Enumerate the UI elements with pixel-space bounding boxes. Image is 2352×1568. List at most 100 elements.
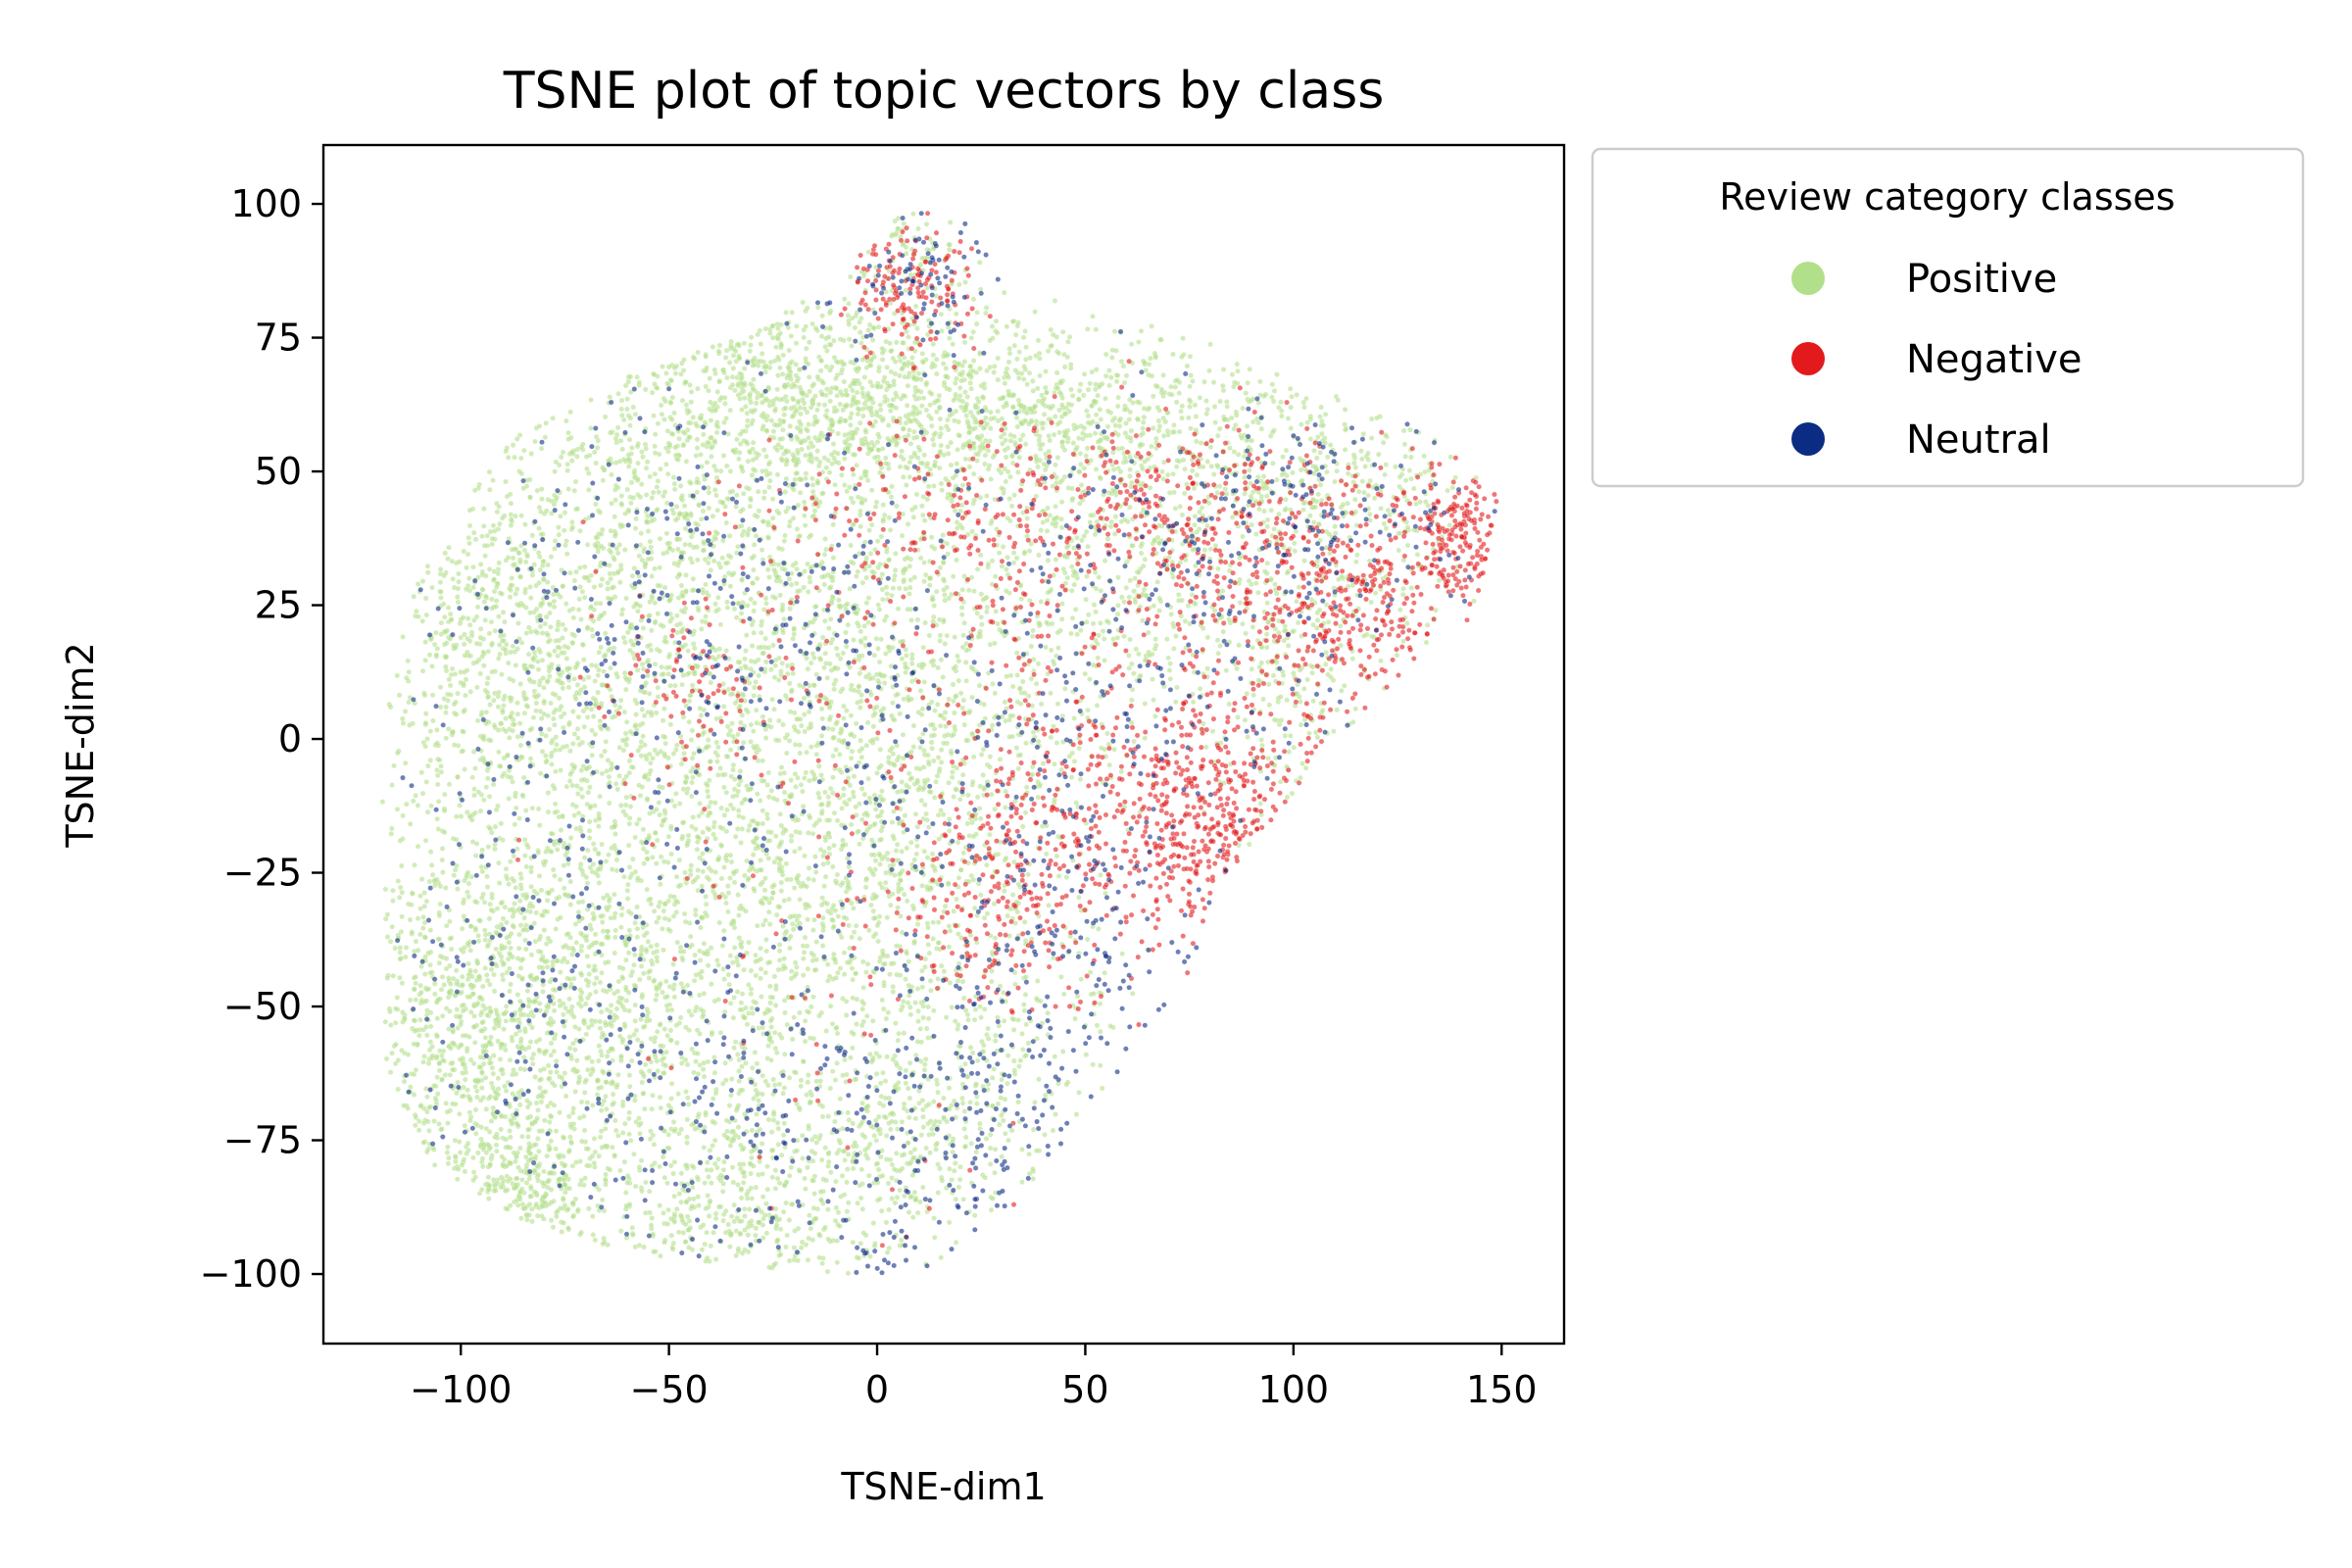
point-positive: [918, 798, 925, 804]
point-positive: [535, 1107, 541, 1113]
point-positive: [744, 410, 751, 416]
point-positive: [522, 559, 529, 565]
point-positive: [437, 684, 444, 691]
point-positive: [876, 364, 882, 370]
point-positive: [923, 407, 930, 414]
point-positive: [844, 601, 851, 607]
point-positive: [1017, 436, 1023, 443]
point-positive: [440, 1048, 447, 1054]
point-positive: [814, 480, 821, 486]
point-positive: [882, 455, 889, 462]
point-positive: [647, 810, 653, 816]
point-positive: [615, 1071, 621, 1078]
point-positive: [437, 566, 444, 572]
point-positive: [481, 899, 488, 906]
point-positive: [459, 925, 466, 932]
point-positive: [512, 1017, 518, 1023]
point-positive: [447, 1072, 454, 1078]
point-positive: [568, 1004, 575, 1010]
point-positive: [510, 922, 516, 929]
point-positive: [537, 649, 544, 656]
point-positive: [528, 952, 535, 958]
point-positive: [816, 437, 823, 443]
point-positive: [396, 692, 403, 699]
point-positive: [803, 452, 808, 459]
point-positive: [816, 459, 823, 466]
point-positive: [471, 1040, 478, 1046]
point-positive: [699, 626, 705, 632]
point-positive: [520, 485, 527, 492]
point-positive: [450, 1029, 457, 1035]
point-positive: [547, 978, 554, 985]
point-positive: [493, 598, 500, 604]
point-positive: [642, 441, 649, 448]
point-positive: [612, 891, 617, 898]
point-positive: [612, 1117, 618, 1124]
point-positive: [748, 399, 754, 406]
point-positive: [387, 1069, 394, 1075]
point-positive: [621, 873, 627, 880]
point-positive: [787, 372, 793, 379]
point-positive: [689, 1163, 696, 1169]
point-positive: [944, 423, 950, 429]
point-positive: [680, 593, 686, 600]
point-positive: [517, 681, 524, 687]
point-positive: [477, 1054, 484, 1060]
point-positive: [490, 781, 497, 788]
point-positive: [445, 556, 451, 562]
point-positive: [782, 532, 788, 539]
point-positive: [488, 1080, 495, 1087]
point-positive: [629, 572, 636, 579]
point-positive: [671, 994, 678, 1001]
point-positive: [421, 971, 428, 977]
point-positive: [502, 618, 508, 625]
point-positive: [843, 387, 850, 394]
point-positive: [508, 582, 514, 589]
point-positive: [427, 1023, 434, 1030]
point-positive: [676, 571, 683, 578]
point-positive: [517, 1011, 524, 1018]
point-positive: [482, 937, 489, 943]
point-positive: [584, 847, 591, 854]
point-positive: [460, 1070, 466, 1076]
point-positive: [915, 370, 922, 377]
point-positive: [708, 399, 713, 406]
point-positive: [662, 584, 668, 591]
point-positive: [560, 583, 566, 589]
point-positive: [499, 773, 506, 779]
point-positive: [466, 621, 473, 628]
point-positive: [534, 891, 540, 897]
point-positive: [674, 1040, 680, 1046]
point-positive: [503, 1047, 509, 1054]
point-positive: [743, 438, 750, 445]
point-positive: [505, 660, 512, 666]
point-positive: [645, 939, 652, 945]
point-positive: [566, 976, 573, 982]
point-positive: [581, 1127, 588, 1134]
point-positive: [412, 861, 417, 868]
point-positive: [989, 323, 996, 329]
point-positive: [753, 679, 759, 685]
point-positive: [623, 956, 629, 963]
point-positive: [485, 648, 492, 655]
point-positive: [413, 793, 418, 799]
point-positive: [453, 813, 460, 820]
point-positive: [761, 364, 767, 370]
point-positive: [647, 968, 654, 974]
point-positive: [711, 819, 717, 826]
point-positive: [731, 606, 738, 612]
point-positive: [694, 436, 701, 443]
point-positive: [676, 511, 683, 517]
point-positive: [615, 978, 622, 985]
point-positive: [624, 1173, 631, 1179]
point-positive: [929, 361, 936, 367]
point-positive: [662, 398, 668, 405]
point-positive: [578, 786, 584, 792]
point-positive: [548, 624, 554, 630]
point-positive: [575, 900, 582, 906]
point-positive: [886, 514, 893, 521]
point-positive: [650, 1092, 656, 1099]
point-positive: [536, 505, 543, 511]
point-positive: [609, 585, 615, 591]
point-positive: [715, 348, 722, 355]
